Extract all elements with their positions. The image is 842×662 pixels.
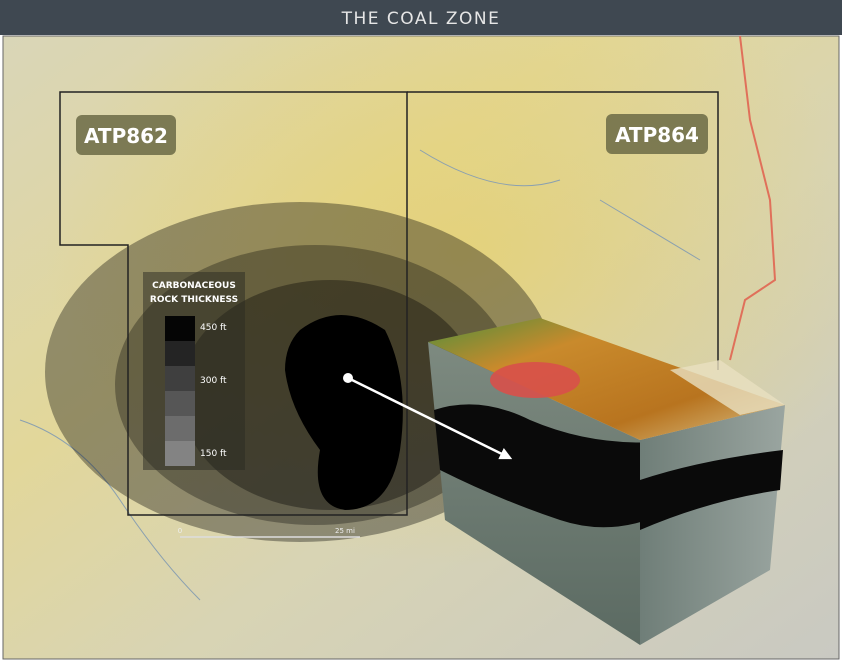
permit-label: ATP862	[84, 124, 168, 148]
legend-label: 300 ft	[200, 376, 227, 386]
permit-label: ATP864	[615, 123, 699, 147]
legend-title: ROCK THICKNESS	[150, 295, 238, 305]
legend-swatch	[165, 441, 195, 466]
legend-title: CARBONACEOUS	[152, 281, 236, 291]
road	[729, 35, 777, 361]
legend-swatch	[165, 391, 195, 416]
legend-swatch	[165, 316, 195, 341]
permit-boundary	[407, 91, 719, 370]
legend-swatch	[165, 341, 195, 366]
block-top	[428, 318, 785, 440]
block-top-edge	[670, 360, 785, 415]
header-bar	[0, 0, 842, 35]
legend-swatch	[165, 416, 195, 441]
scale-label: 25 mi	[335, 527, 355, 535]
legend-swatch	[165, 366, 195, 391]
thickness-core	[285, 315, 403, 510]
block-highlight	[490, 362, 580, 398]
permit-label-bg	[76, 115, 176, 155]
legend-label: 450 ft	[200, 323, 227, 333]
permit-label-bg	[606, 114, 708, 154]
rivers	[19, 149, 701, 601]
coal-seam	[640, 450, 783, 530]
scale-label: 0	[178, 527, 182, 535]
legend-label: 150 ft	[200, 449, 227, 459]
title: THE COAL ZONE	[341, 9, 501, 29]
arrow	[347, 376, 513, 460]
